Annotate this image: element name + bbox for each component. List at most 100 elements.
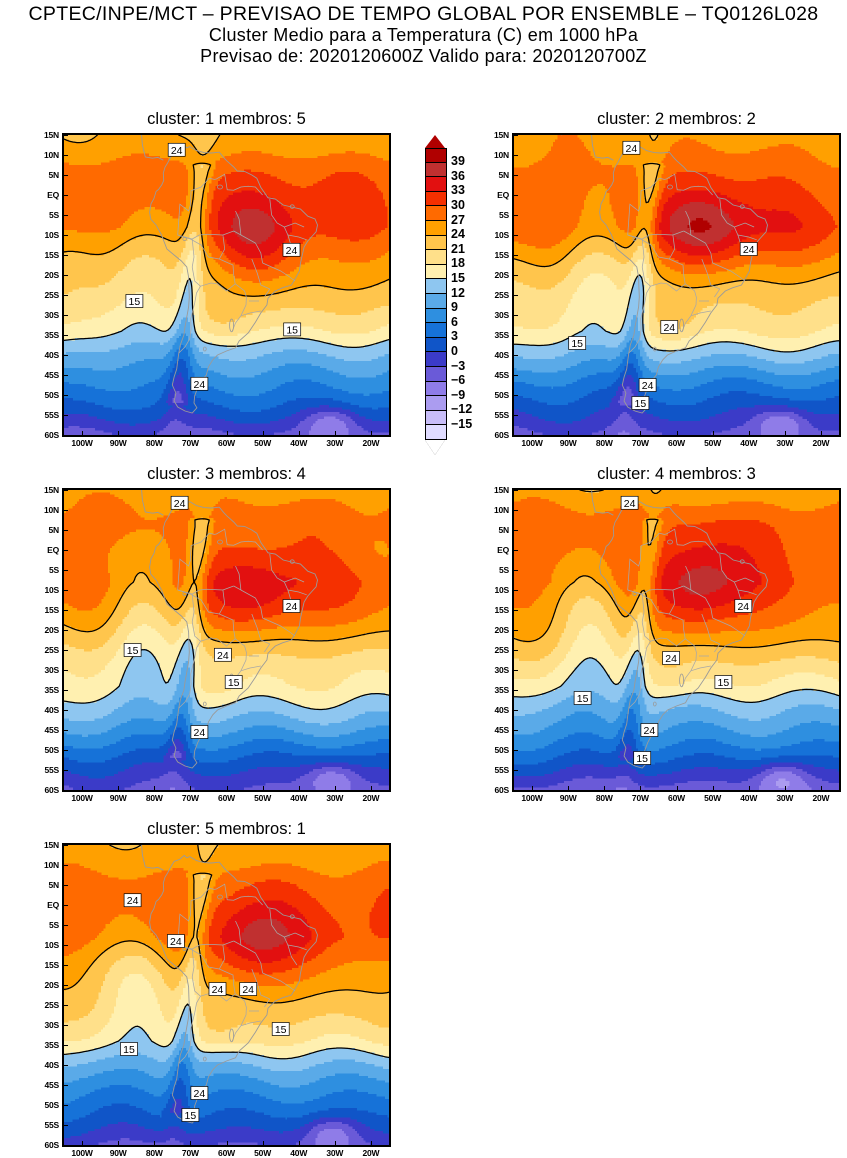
y-axis-tick bbox=[514, 395, 518, 396]
y-axis-tick-label: 10N bbox=[33, 505, 59, 515]
x-axis-tick bbox=[154, 786, 155, 790]
colorbar-band bbox=[426, 148, 446, 163]
y-axis-tick-label: 10N bbox=[33, 150, 59, 160]
x-axis-tick bbox=[299, 431, 300, 435]
y-axis-tick-label: 35S bbox=[483, 685, 509, 695]
y-axis-tick bbox=[514, 630, 518, 631]
y-axis-tick bbox=[64, 730, 68, 731]
x-axis-tick bbox=[190, 786, 191, 790]
map-canvas-cluster-5[interactable]: 24 24 24 24 15 15 24 15 bbox=[62, 843, 391, 1147]
y-axis-tick-label: 15S bbox=[33, 605, 59, 615]
x-axis-tick-label: 20W bbox=[354, 438, 388, 448]
y-axis-tick bbox=[64, 865, 68, 866]
y-axis-tick bbox=[514, 415, 518, 416]
colorbar-band bbox=[426, 294, 446, 309]
y-axis-tick-label: 20S bbox=[33, 980, 59, 990]
x-axis-tick-label: 90W bbox=[551, 793, 585, 803]
header-line-1: CPTEC/INPE/MCT – PREVISAO DE TEMPO GLOBA… bbox=[0, 4, 847, 25]
x-axis-tick bbox=[190, 1141, 191, 1145]
y-axis-tick bbox=[64, 610, 68, 611]
y-axis-tick bbox=[64, 790, 68, 791]
y-axis-tick-label: 50S bbox=[483, 745, 509, 755]
colorbar-tick-label: −3 bbox=[451, 359, 465, 373]
y-axis-tick bbox=[514, 135, 518, 136]
x-axis-tick-label: 40W bbox=[282, 438, 316, 448]
y-axis-tick-label: 55S bbox=[33, 410, 59, 420]
colorbar-band bbox=[426, 250, 446, 265]
y-axis-tick bbox=[514, 710, 518, 711]
y-axis-tick-label: 5S bbox=[33, 210, 59, 220]
svg-text:24: 24 bbox=[737, 601, 749, 613]
y-axis-tick bbox=[64, 845, 68, 846]
x-axis-tick bbox=[154, 431, 155, 435]
x-axis-tick bbox=[568, 431, 569, 435]
y-axis-tick-label: 45S bbox=[33, 725, 59, 735]
y-axis-tick-label: 45S bbox=[483, 725, 509, 735]
svg-text:15: 15 bbox=[129, 296, 141, 308]
y-axis-tick bbox=[514, 155, 518, 156]
svg-text:24: 24 bbox=[171, 145, 183, 157]
y-axis-tick bbox=[64, 415, 68, 416]
svg-text:24: 24 bbox=[644, 725, 656, 737]
y-axis-tick bbox=[514, 315, 518, 316]
x-axis-tick bbox=[118, 431, 119, 435]
x-axis-tick-label: 60W bbox=[210, 438, 244, 448]
y-axis-tick-label: 45S bbox=[33, 1080, 59, 1090]
y-axis-tick-label: 5S bbox=[483, 565, 509, 575]
y-axis-tick-label: 45S bbox=[483, 370, 509, 380]
x-axis-tick bbox=[640, 431, 641, 435]
y-axis-tick bbox=[64, 215, 68, 216]
x-axis-tick bbox=[713, 786, 714, 790]
map-canvas-cluster-3[interactable]: 24 24 15 24 15 24 bbox=[62, 488, 391, 792]
y-axis-tick-label: 5N bbox=[483, 170, 509, 180]
y-axis-tick bbox=[514, 490, 518, 491]
y-axis-tick bbox=[514, 335, 518, 336]
x-axis-tick-label: 90W bbox=[551, 438, 585, 448]
x-axis-tick-label: 90W bbox=[101, 438, 135, 448]
y-axis-tick bbox=[64, 925, 68, 926]
svg-text:15: 15 bbox=[718, 677, 730, 689]
y-axis-tick bbox=[514, 790, 518, 791]
colorbar-band bbox=[426, 206, 446, 221]
colorbar-tick-label: 24 bbox=[451, 227, 465, 241]
x-axis-tick bbox=[335, 786, 336, 790]
x-axis-tick-label: 20W bbox=[804, 793, 838, 803]
y-axis-tick-label: 10S bbox=[33, 230, 59, 240]
colorbar-band bbox=[426, 323, 446, 338]
panel-title-cluster-3: cluster: 3 membros: 4 bbox=[62, 465, 391, 484]
map-canvas-cluster-4[interactable]: 24 24 24 15 15 24 15 bbox=[512, 488, 841, 792]
y-axis-tick-label: 15S bbox=[33, 250, 59, 260]
x-axis-tick bbox=[371, 431, 372, 435]
colorbar-band bbox=[426, 309, 446, 324]
x-axis-tick bbox=[785, 786, 786, 790]
y-axis-tick bbox=[514, 175, 518, 176]
figure-header: CPTEC/INPE/MCT – PREVISAO DE TEMPO GLOBA… bbox=[0, 0, 847, 67]
y-axis-tick-label: 60S bbox=[483, 430, 509, 440]
y-axis-tick bbox=[64, 510, 68, 511]
x-axis-tick-label: 30W bbox=[768, 793, 802, 803]
colorbar-tick-label: 15 bbox=[451, 271, 465, 285]
x-axis-tick bbox=[713, 431, 714, 435]
x-axis-tick bbox=[118, 1141, 119, 1145]
x-axis-tick-label: 40W bbox=[732, 438, 766, 448]
svg-text:24: 24 bbox=[194, 727, 206, 739]
y-axis-tick-label: 35S bbox=[33, 685, 59, 695]
map-canvas-cluster-2[interactable]: 24 24 24 15 24 15 bbox=[512, 133, 841, 437]
svg-text:15: 15 bbox=[636, 753, 648, 765]
map-canvas-cluster-1[interactable]: 24 24 15 15 24 bbox=[62, 133, 391, 437]
y-axis-tick bbox=[64, 1065, 68, 1066]
y-axis-tick bbox=[64, 570, 68, 571]
y-axis-tick-label: EQ bbox=[483, 190, 509, 200]
y-axis-tick bbox=[64, 275, 68, 276]
colorbar-tick-label: 18 bbox=[451, 256, 465, 270]
colorbar-tick-label: 36 bbox=[451, 169, 465, 183]
x-axis-tick bbox=[677, 431, 678, 435]
svg-text:24: 24 bbox=[626, 143, 638, 155]
y-axis-tick bbox=[64, 435, 68, 436]
svg-text:24: 24 bbox=[286, 601, 298, 613]
svg-text:24: 24 bbox=[624, 498, 636, 510]
x-axis-tick-label: 70W bbox=[173, 438, 207, 448]
colorbar-tick-label: −12 bbox=[451, 402, 472, 416]
x-axis-tick bbox=[335, 431, 336, 435]
x-axis-tick bbox=[335, 1141, 336, 1145]
